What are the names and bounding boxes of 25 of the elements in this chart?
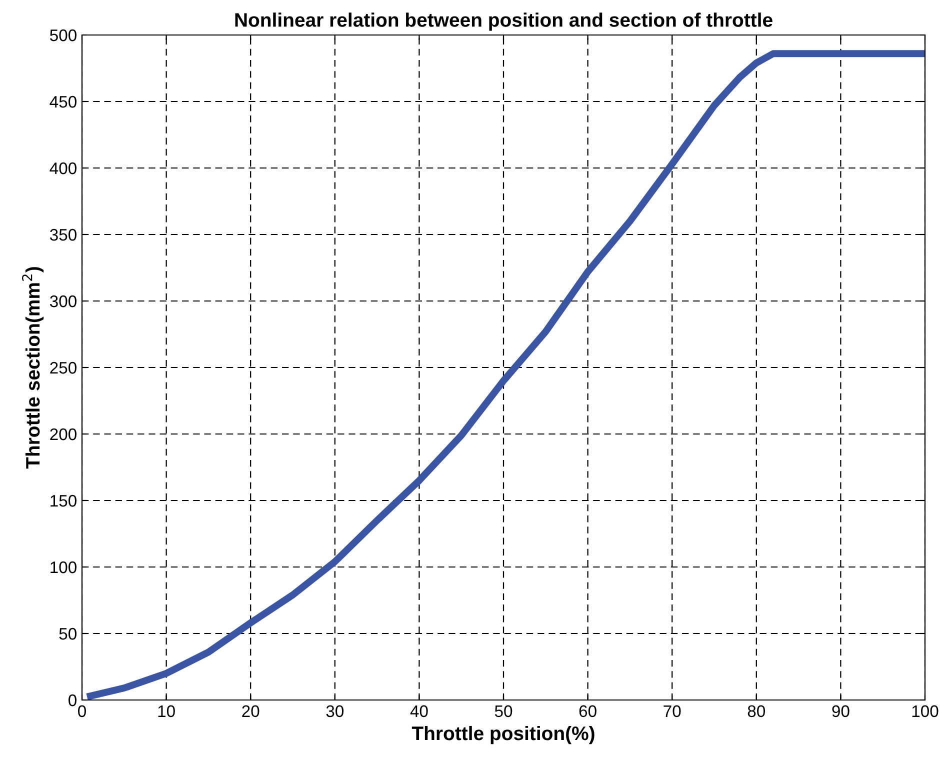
- y-tick-label: 300: [50, 295, 76, 308]
- y-tick-label: 0: [68, 694, 76, 706]
- y-tick-label: 100: [50, 561, 76, 574]
- y-tick-label: 50: [59, 628, 76, 640]
- y-tick-label: 250: [50, 362, 76, 374]
- x-tick-label: 0: [78, 705, 86, 718]
- y-tick-label: 450: [50, 96, 76, 108]
- x-tick-label: 20: [242, 705, 260, 718]
- x-tick-label: 90: [832, 705, 850, 718]
- x-tick-label: 10: [158, 705, 175, 718]
- x-axis-title: Throttle position(%): [412, 726, 594, 744]
- x-tick-label: 100: [912, 705, 938, 718]
- chart-title: Nonlinear relation between position and section of throttle: [235, 12, 772, 31]
- y-tick-label: 350: [50, 228, 76, 241]
- x-tick-label: 50: [494, 705, 512, 718]
- x-tick-label: 30: [326, 705, 344, 718]
- y-tick-label: 500: [50, 29, 76, 42]
- y-tick-label: 200: [50, 428, 76, 440]
- y-axis-title: Throttle section(mm$^{2}$): [22, 267, 44, 469]
- x-tick-label: 70: [664, 705, 681, 718]
- x-tick-label: 80: [748, 705, 766, 718]
- x-tick-label: 40: [410, 705, 428, 718]
- x-tick-label: 60: [579, 705, 596, 718]
- y-tick-label: 150: [50, 494, 76, 507]
- y-tick-label: 400: [50, 162, 76, 174]
